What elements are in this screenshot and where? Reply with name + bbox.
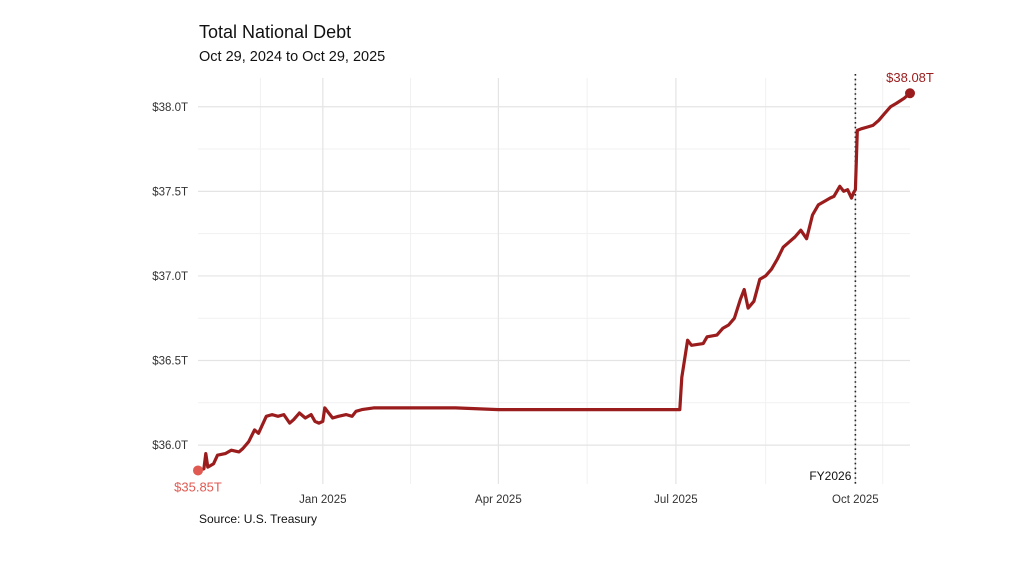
y-tick-label: $37.5T bbox=[152, 186, 188, 198]
debt-series-line bbox=[196, 91, 912, 473]
start-point-marker bbox=[193, 465, 203, 476]
x-tick-label: Jan 2025 bbox=[299, 494, 346, 506]
x-tick-label: Apr 2025 bbox=[475, 494, 522, 506]
chart-source: Source: U.S. Treasury bbox=[199, 512, 318, 526]
start-value-label: $35.85T bbox=[174, 479, 222, 494]
chart-title: Total National Debt bbox=[199, 22, 352, 42]
y-tick-label: $36.0T bbox=[152, 440, 188, 452]
end-point-marker bbox=[905, 88, 915, 99]
fy2026-label: FY2026 bbox=[809, 469, 851, 483]
y-tick-label: $36.5T bbox=[152, 356, 188, 368]
chart-subtitle: Oct 29, 2024 to Oct 29, 2025 bbox=[199, 49, 386, 65]
end-value-label: $38.08T bbox=[886, 70, 934, 85]
y-tick-label: $38.0T bbox=[152, 102, 188, 114]
x-tick-label: Jul 2025 bbox=[654, 494, 697, 506]
x-tick-label: Oct 2025 bbox=[832, 494, 879, 506]
y-tick-label: $37.0T bbox=[152, 271, 188, 283]
